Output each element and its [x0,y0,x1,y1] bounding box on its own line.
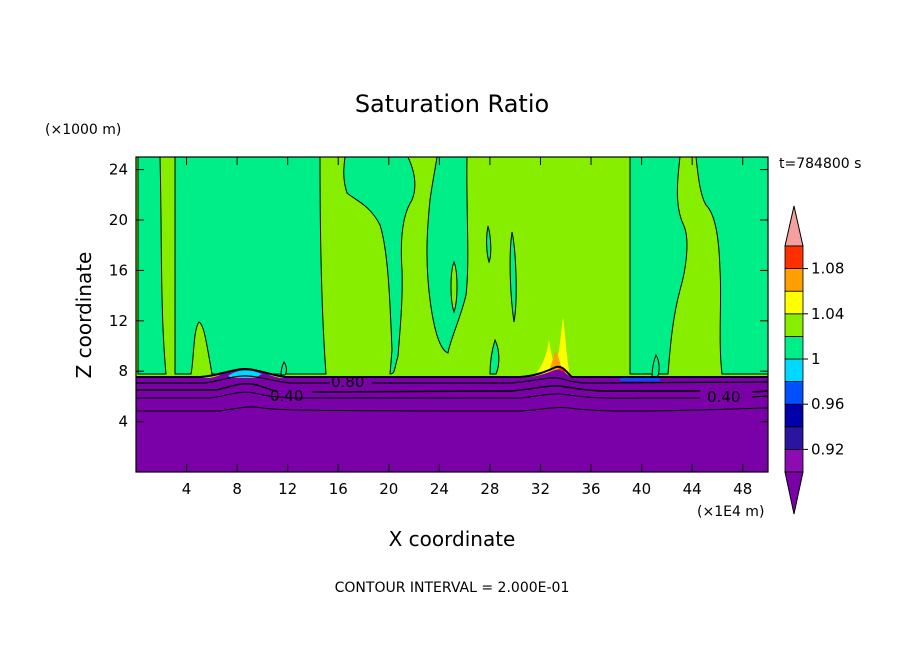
moist-region [137,157,167,375]
y-tick-label: 20 [109,211,128,229]
moist-region [450,260,458,314]
moist-region [695,157,768,375]
y-tick-label: 4 [118,413,128,431]
contour-line [136,365,768,378]
colorbar-swatch [784,426,804,450]
y-tick-label: 8 [118,362,128,380]
colorbar-swatch [784,268,804,292]
contour-line [136,375,768,384]
plot-frame [135,156,769,473]
contour-label-080: 0.80 [331,373,364,391]
supersaturation-peak [536,318,569,378]
moist-region [280,361,287,376]
x-tick-label: 12 [278,480,297,498]
colorbar: 0.92 0.96 1 1.04 1.08 [784,205,844,515]
x-tick-label: 24 [430,480,449,498]
y-axis-ticks: 4 8 12 16 20 24 [109,161,768,431]
x-tick-label: 28 [480,480,499,498]
x-axis-label: X coordinate [389,527,516,551]
x-tick-label: 36 [581,480,600,498]
y-axis-label: Z coordinate [72,252,96,379]
colorbar-swatch [784,358,804,383]
colorbar-swatch [784,335,804,360]
colorbar-swatch [784,245,804,270]
x-unit-label: (×1E4 m) [697,504,764,520]
contour-label-040-right: 0.40 [707,388,740,406]
y-tick-label: 12 [109,312,128,330]
moist-region [629,157,688,375]
x-tick-label: 48 [733,480,752,498]
moist-region [489,338,500,375]
y-tick-label: 24 [109,161,128,179]
contour-line [136,391,768,399]
moist-region [509,231,517,323]
moist-region [426,157,469,354]
x-tick-label: 40 [632,480,651,498]
colorbar-label: 0.96 [811,395,844,413]
x-tick-label: 32 [531,480,550,498]
moist-region [174,157,327,375]
colorbar-label: 0.92 [811,440,844,458]
colorbar-label: 1.08 [811,260,844,278]
colorbar-swatch [784,313,804,337]
plot-field: 0.80 0.40 0.40 [136,157,768,472]
region-lower-layer [136,368,768,472]
colorbar-label: 1.04 [811,305,844,323]
colorbar-swatch [784,403,804,428]
moist-region [486,225,492,264]
colorbar-swatch [784,448,804,473]
moist-region [343,157,416,375]
x-tick-label: 16 [329,480,348,498]
y-tick-label: 16 [109,261,128,279]
time-label: t=784800 s [779,156,861,172]
colorbar-label: 1 [811,350,821,368]
colorbar-swatch [784,381,804,405]
x-tick-label: 20 [379,480,398,498]
contour-label-040-left: 0.40 [270,387,303,405]
contour-line [136,382,768,393]
x-axis-ticks: 4 8 12 16 20 24 28 32 36 40 44 48 [182,157,752,498]
contour-line [136,406,768,412]
x-tick-label: 8 [232,480,242,498]
colorbar-over-triangle [784,205,804,247]
x-tick-label: 4 [182,480,192,498]
chart-title: Saturation Ratio [355,90,549,118]
colorbar-swatch [784,290,804,315]
colorbar-under-triangle [784,471,804,515]
y-unit-label: (×1000 m) [45,122,121,138]
x-tick-label: 44 [683,480,702,498]
contour-interval-footer: CONTOUR INTERVAL = 2.000E-01 [335,580,570,596]
